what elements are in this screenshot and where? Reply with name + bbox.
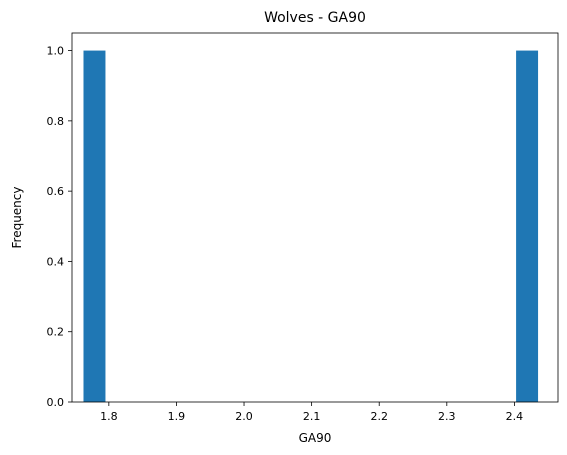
y-tick-label: 0.6 xyxy=(47,185,65,198)
x-tick-label: 1.8 xyxy=(100,410,118,423)
y-axis-label: Frequency xyxy=(10,187,24,249)
x-axis-label: GA90 xyxy=(299,431,332,445)
y-tick-label: 0.0 xyxy=(47,396,65,409)
x-tick-label: 2.3 xyxy=(438,410,456,423)
y-tick-label: 0.4 xyxy=(47,255,65,268)
bars xyxy=(83,50,539,402)
x-tick-label: 1.9 xyxy=(168,410,186,423)
x-tick-label: 2.2 xyxy=(370,410,388,423)
chart-title: Wolves - GA90 xyxy=(264,10,366,26)
histogram-bar xyxy=(83,50,106,402)
histogram-bar xyxy=(516,50,539,402)
x-axis: 1.8 1.9 2.0 2.1 2.2 2.3 2.4 xyxy=(100,402,523,423)
y-axis: 0.0 0.2 0.4 0.6 0.8 1.0 xyxy=(47,45,72,409)
plot-frame xyxy=(71,32,559,403)
x-tick-label: 2.0 xyxy=(235,410,253,423)
x-tick-label: 2.1 xyxy=(303,410,321,423)
x-tick-label: 2.4 xyxy=(506,410,524,423)
y-tick-label: 0.2 xyxy=(47,326,65,339)
y-tick-label: 1.0 xyxy=(47,45,65,58)
y-tick-label: 0.8 xyxy=(47,115,65,128)
